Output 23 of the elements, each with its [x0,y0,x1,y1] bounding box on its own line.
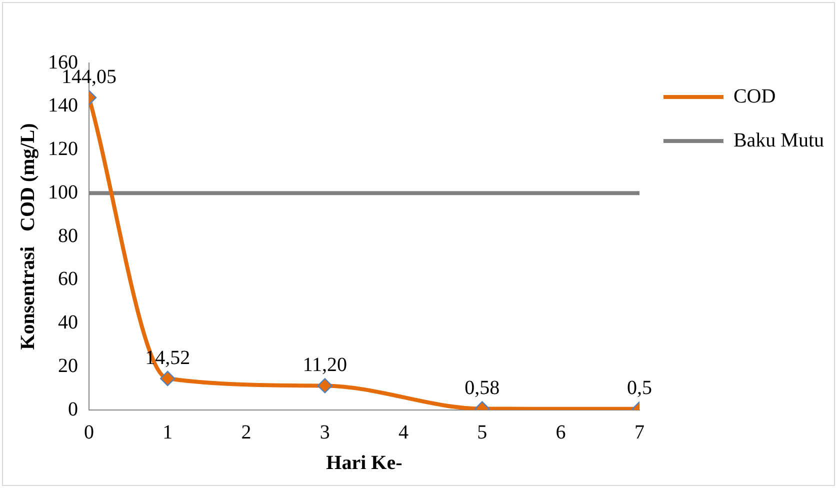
x-tick-label: 3 [320,421,330,444]
x-axis-title: Hari Ke- [326,452,402,474]
x-tick-label: 4 [398,421,409,444]
y-tick-label: 100 [48,181,78,204]
y-axis-title: Konsentrasi COD (mg/L) [17,123,40,350]
y-tick-label: 140 [48,94,78,117]
x-tick-label: 7 [634,421,644,444]
y-tick-label: 0 [68,398,78,420]
y-tick-label: 60 [58,268,78,290]
legend-label: Baku Mutu [733,129,824,152]
y-tick-label: 20 [58,354,78,377]
x-tick-label: 2 [241,421,252,444]
data-label: 0,58 [464,376,500,399]
y-tick-label: 80 [58,224,78,247]
data-label: 0,5 [626,377,652,400]
x-tick-label: 0 [84,421,94,444]
y-tick-label: 40 [58,312,78,334]
x-tick-label: 6 [556,421,566,444]
x-tick-label: 1 [162,421,173,444]
data-label: 11,20 [302,354,348,376]
y-tick-label: 120 [48,138,78,160]
x-tick-label: 5 [477,421,488,444]
legend-label: COD [733,85,776,108]
